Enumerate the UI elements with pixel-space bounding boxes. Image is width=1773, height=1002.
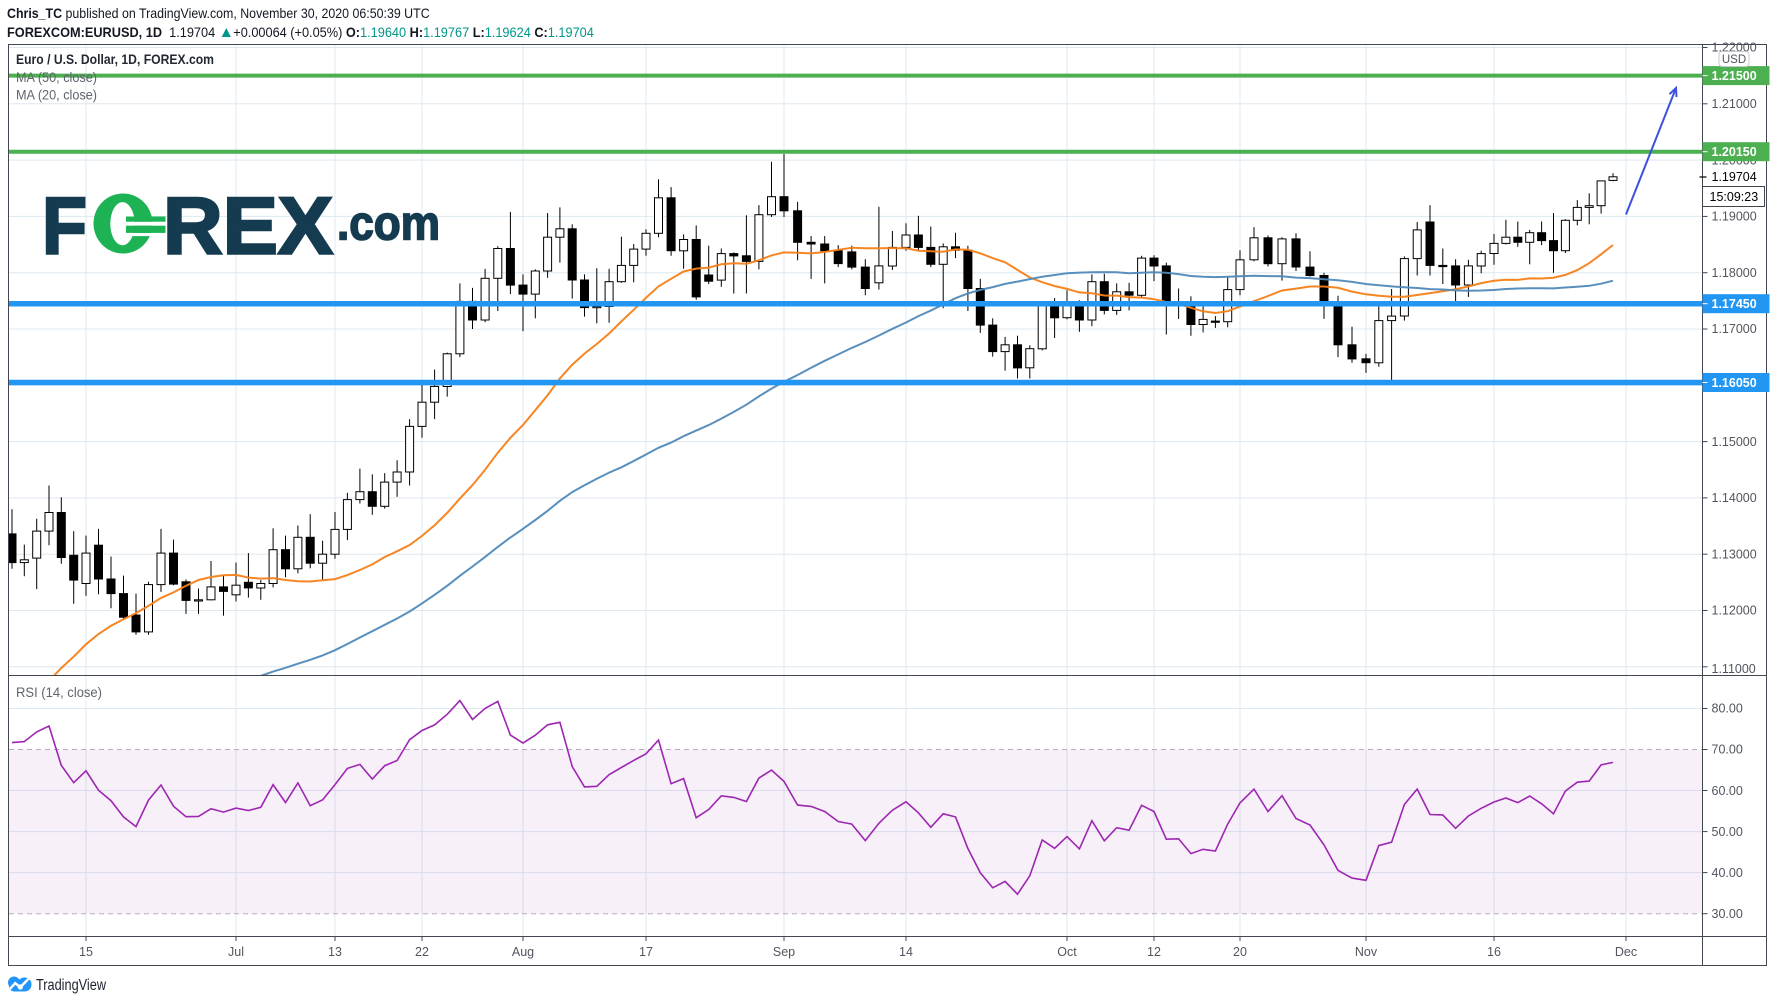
svg-text:70.00: 70.00 [1712, 743, 1743, 757]
svg-text:22: 22 [415, 945, 429, 959]
svg-text:1.17000: 1.17000 [1712, 322, 1757, 336]
svg-text:16: 16 [1487, 945, 1501, 959]
svg-text:60.00: 60.00 [1712, 784, 1743, 798]
svg-text:Nov: Nov [1355, 945, 1378, 959]
svg-text:1.12000: 1.12000 [1712, 604, 1757, 618]
svg-text:1.19000: 1.19000 [1712, 210, 1757, 224]
svg-text:MA (20, close): MA (20, close) [16, 88, 97, 103]
svg-text:14: 14 [899, 945, 913, 959]
svg-text:MA (50, close): MA (50, close) [16, 70, 97, 85]
svg-text:1.18000: 1.18000 [1712, 266, 1757, 280]
svg-text:1.14000: 1.14000 [1712, 491, 1757, 505]
svg-text:30.00: 30.00 [1712, 907, 1743, 921]
svg-text:1.17450: 1.17450 [1712, 297, 1757, 311]
svg-text:1.11000: 1.11000 [1712, 662, 1756, 676]
svg-text:USD: USD [1722, 54, 1746, 66]
svg-text:1.16050: 1.16050 [1712, 376, 1757, 390]
svg-text:15:09:23: 15:09:23 [1710, 190, 1759, 204]
svg-text:1.20150: 1.20150 [1712, 145, 1757, 159]
svg-text:13: 13 [328, 945, 342, 959]
svg-text:F: F [42, 182, 87, 272]
svg-text:REX: REX [163, 182, 333, 272]
svg-text:Jul: Jul [228, 945, 244, 959]
svg-text:12: 12 [1147, 945, 1161, 959]
svg-text:Dec: Dec [1615, 945, 1637, 959]
svg-text:1.21000: 1.21000 [1712, 97, 1757, 111]
svg-text:80.00: 80.00 [1712, 702, 1743, 716]
svg-text:40.00: 40.00 [1712, 866, 1743, 880]
svg-text:17: 17 [639, 945, 653, 959]
svg-text:Aug: Aug [512, 945, 534, 959]
svg-text:Sep: Sep [773, 945, 795, 959]
svg-text:1.19704: 1.19704 [1712, 170, 1757, 184]
svg-text:15: 15 [79, 945, 93, 959]
svg-text:RSI (14, close): RSI (14, close) [16, 685, 102, 700]
svg-text:1.15000: 1.15000 [1712, 435, 1757, 449]
svg-text:Euro / U.S. Dollar, 1D, FOREX.: Euro / U.S. Dollar, 1D, FOREX.com [16, 51, 214, 67]
svg-text:1.21500: 1.21500 [1712, 69, 1757, 83]
svg-text:50.00: 50.00 [1712, 825, 1743, 839]
svg-text:.com: .com [337, 198, 440, 251]
svg-text:1.13000: 1.13000 [1712, 547, 1757, 561]
svg-text:Oct: Oct [1057, 945, 1077, 959]
svg-text:TradingView: TradingView [36, 977, 107, 994]
svg-text:20: 20 [1233, 945, 1247, 959]
